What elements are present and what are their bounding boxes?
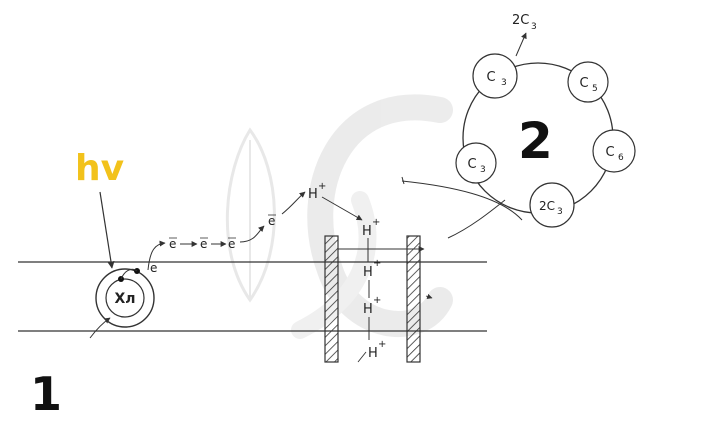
proton-label: H [308,187,318,202]
proton-charge: + [373,258,381,269]
cycle-node-sub: 5 [592,84,598,94]
cycle-node-label: C [467,157,476,172]
cycle-node: C 3 [455,142,497,184]
product-label-sub: 3 [531,22,537,32]
proton-label: H [363,265,373,280]
proton-label: H [362,224,372,239]
cycle-node-sub: 3 [501,78,507,88]
proton-top: H + [308,181,326,202]
proton-charge: + [372,217,380,228]
electron-label: e [200,237,207,251]
light-quantum-label: hv [75,148,124,189]
proton-bottom: H + [368,339,386,361]
cycle-node-label: 2C [539,199,555,213]
chlorophyll-label: Хл [114,291,135,307]
cycle-node: C 5 [567,61,609,103]
proton-label: H [363,302,373,317]
cycle-node: C 6 [592,129,636,173]
cycle-node-label: C [579,76,588,91]
membrane-channel-right [406,235,421,363]
proton-charge: + [318,181,326,192]
link-curve [401,180,523,221]
electron-label: e [228,237,235,251]
stage-1-label: 1 [30,367,62,421]
pointer-line [89,317,111,339]
cycle-node: C 3 [472,53,518,99]
electron-label: e [268,214,275,228]
cycle-node-sub: 3 [557,207,563,217]
stage-2-label: 2 [518,112,553,170]
cycle-node-label: C [486,70,495,85]
cycle-node-label: C [605,145,614,160]
cycle-node-sub: 3 [480,165,486,175]
cycle-node: 2C 3 [529,182,575,228]
membrane-channel-left [324,235,339,363]
proton-arrow [321,196,363,221]
cycle-node-sub: 6 [618,153,624,163]
light-arrow [99,191,115,269]
electron-chain: e e e e e [147,191,306,275]
product-label: 2C 3 [512,13,537,32]
proton-charge: + [373,295,381,306]
electron-label: e [150,261,157,275]
product-label-text: 2C [512,13,529,28]
electron-label: e [169,237,176,251]
link-line [447,199,506,239]
proton-charge: + [378,339,386,350]
proton-channel-top: H + [362,217,380,239]
proton-channel-1: H + [363,258,381,280]
proton-label: H [368,346,378,361]
proton-channel-2: H + [363,295,381,317]
chlorophyll: Хл [95,268,155,328]
product-arrow [515,32,527,57]
